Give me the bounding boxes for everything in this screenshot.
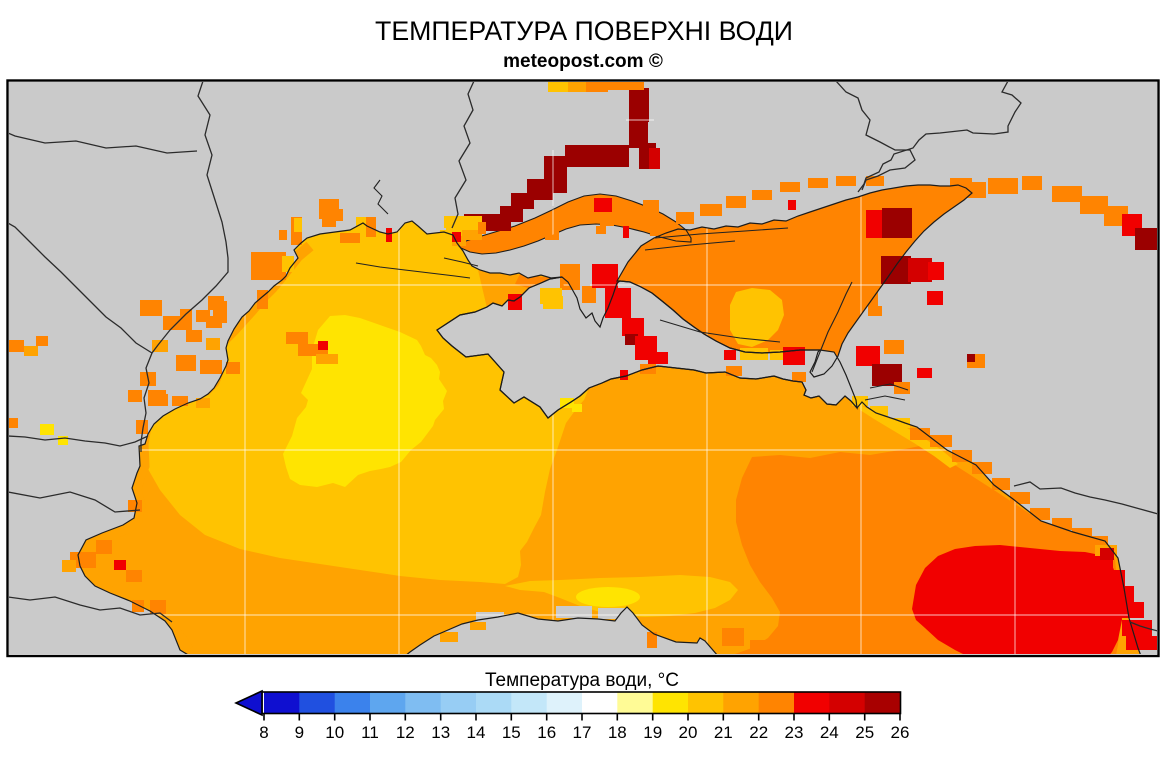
- svg-text:24: 24: [820, 723, 839, 742]
- svg-text:26: 26: [891, 723, 910, 742]
- svg-text:14: 14: [467, 723, 486, 742]
- svg-text:13: 13: [431, 723, 450, 742]
- svg-text:21: 21: [714, 723, 733, 742]
- svg-text:16: 16: [537, 723, 556, 742]
- svg-text:15: 15: [502, 723, 521, 742]
- svg-text:23: 23: [785, 723, 804, 742]
- svg-text:20: 20: [679, 723, 698, 742]
- svg-text:ТЕМПЕРАТУРА ПОВЕРХНІ ВОДИ: ТЕМПЕРАТУРА ПОВЕРХНІ ВОДИ: [375, 16, 793, 46]
- svg-text:12: 12: [396, 723, 415, 742]
- svg-text:11: 11: [361, 723, 379, 742]
- svg-text:25: 25: [855, 723, 874, 742]
- svg-text:19: 19: [643, 723, 662, 742]
- svg-text:Температура води, °С: Температура води, °С: [485, 670, 679, 691]
- svg-text:meteopost.com ©: meteopost.com ©: [503, 51, 663, 72]
- svg-text:8: 8: [259, 723, 268, 742]
- svg-text:22: 22: [749, 723, 768, 742]
- svg-text:10: 10: [325, 723, 344, 742]
- svg-text:18: 18: [608, 723, 627, 742]
- svg-text:17: 17: [573, 723, 592, 742]
- svg-text:9: 9: [295, 723, 304, 742]
